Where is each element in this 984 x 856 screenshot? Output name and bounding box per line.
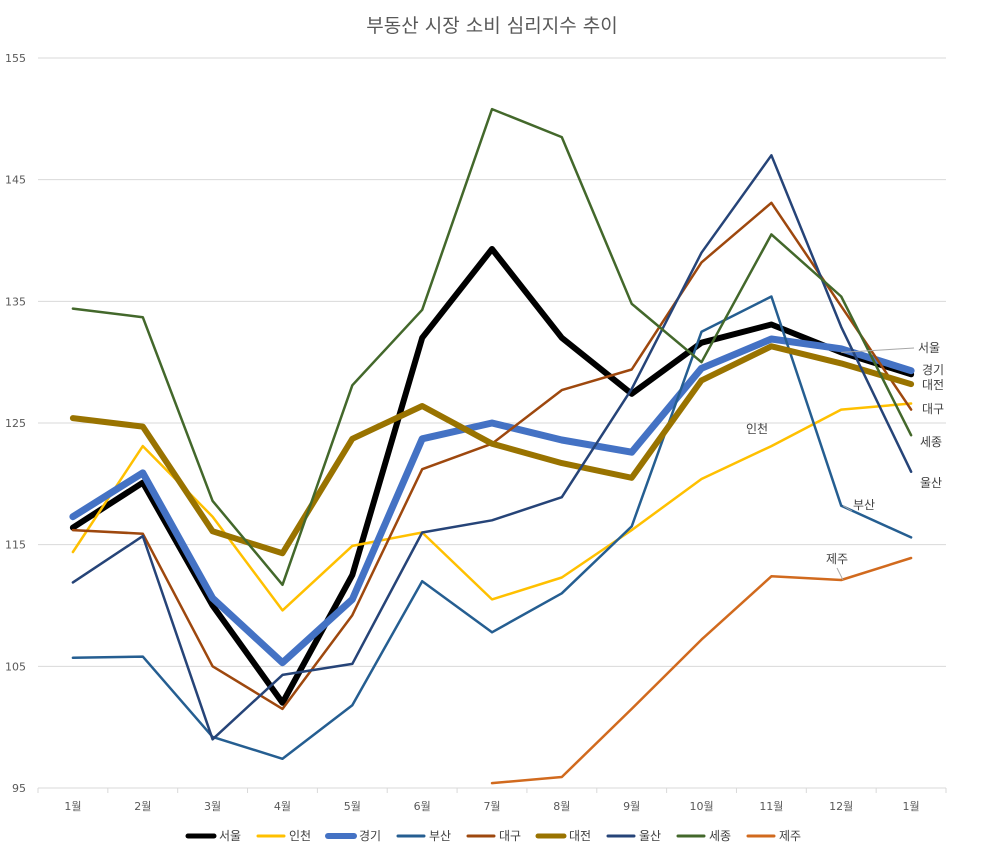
x-tick-label: 2월 bbox=[134, 800, 151, 813]
legend-label: 제주 bbox=[779, 829, 801, 843]
series-lines bbox=[69, 107, 915, 785]
series-line-대전 bbox=[69, 343, 915, 557]
legend: 서울 인천 경기 부산 대구 대전 울산 세종 제주 bbox=[185, 828, 801, 843]
series-line-경기 bbox=[69, 335, 915, 667]
series-line-세종 bbox=[71, 107, 913, 587]
series-line-인천 bbox=[71, 402, 913, 612]
legend-label: 대전 bbox=[569, 829, 591, 843]
y-tick-label: 125 bbox=[5, 417, 26, 430]
x-tick-label: 11월 bbox=[759, 800, 783, 813]
chart-title: 부동산 시장 소비 심리지수 추이 bbox=[366, 15, 617, 37]
x-tick-label: 3월 bbox=[204, 800, 221, 813]
x-tick-label: 9월 bbox=[623, 800, 640, 813]
x-tick-label: 4월 bbox=[274, 800, 291, 813]
gridlines bbox=[38, 57, 946, 789]
annotation-label: 인천 bbox=[746, 421, 768, 436]
x-axis: 1월 2월 3월 4월 5월 6월 7월 8월 9월 10월 11월 12월 1월 bbox=[37, 788, 947, 813]
y-tick-label: 135 bbox=[5, 295, 26, 308]
annotation-label: 경기 bbox=[922, 363, 944, 377]
y-tick-label: 115 bbox=[5, 539, 26, 552]
legend-label: 경기 bbox=[359, 829, 381, 843]
x-tick-label: 6월 bbox=[414, 800, 431, 813]
x-tick-label: 7월 bbox=[483, 800, 500, 813]
annotation-label: 세종 bbox=[920, 435, 942, 449]
x-tick-label: 1월 bbox=[903, 800, 920, 813]
legend-label: 서울 bbox=[219, 829, 241, 843]
legend-label: 대구 bbox=[499, 829, 521, 843]
y-tick-label: 105 bbox=[5, 660, 26, 673]
y-tick-label: 145 bbox=[5, 174, 26, 187]
annotation-label: 제주 bbox=[826, 552, 848, 566]
y-tick-label: 95 bbox=[12, 782, 26, 795]
x-tick-label: 10월 bbox=[689, 800, 713, 813]
series-line-부산 bbox=[71, 295, 913, 761]
y-tick-label: 155 bbox=[5, 52, 26, 65]
x-tick-label: 5월 bbox=[344, 800, 361, 813]
legend-label: 부산 bbox=[429, 829, 451, 843]
x-tick-label: 8월 bbox=[553, 800, 570, 813]
y-axis: 95 105 115 125 135 145 155 bbox=[5, 52, 26, 795]
annotation-label: 서울 bbox=[918, 341, 940, 355]
x-tick-label: 1월 bbox=[64, 800, 81, 813]
annotation-label: 부산 bbox=[853, 498, 875, 512]
legend-label: 세종 bbox=[709, 829, 731, 843]
annotation-label: 울산 bbox=[920, 476, 942, 490]
legend-label: 울산 bbox=[639, 829, 661, 843]
annotation-label: 대구 bbox=[922, 402, 944, 416]
series-line-울산 bbox=[71, 154, 913, 741]
annotation-label: 대전 bbox=[922, 378, 944, 392]
annotation-leader bbox=[841, 347, 915, 353]
annotation-leader bbox=[836, 567, 844, 581]
legend-label: 인천 bbox=[289, 828, 311, 843]
series-line-제주 bbox=[490, 556, 913, 785]
series-line-서울 bbox=[69, 246, 915, 706]
annotation-leader bbox=[842, 505, 853, 512]
x-tick-label: 12월 bbox=[829, 800, 853, 813]
